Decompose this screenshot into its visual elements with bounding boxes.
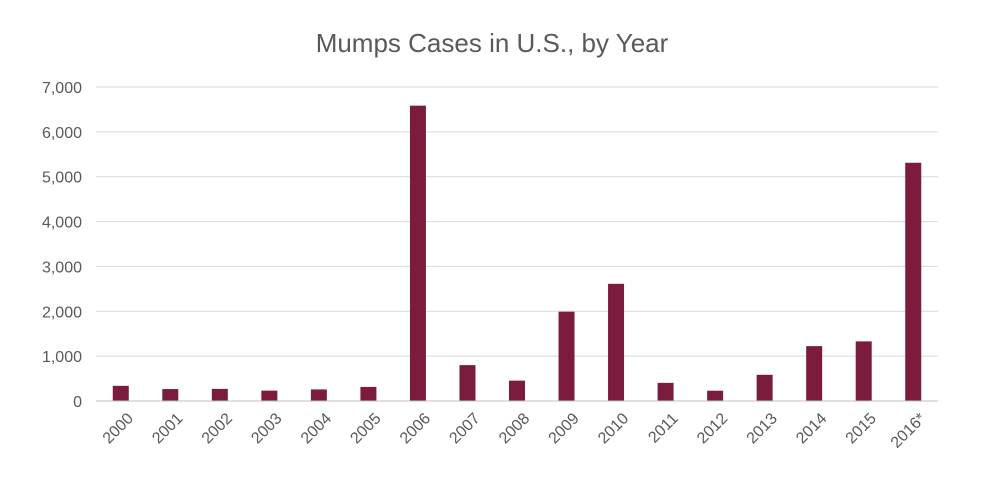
bar-2005 [360, 386, 377, 401]
x-tick-label: 2015 [843, 410, 880, 447]
x-tick-label: 2004 [298, 410, 335, 447]
bars [112, 105, 922, 401]
y-tick-label: 0 [73, 394, 82, 411]
x-tick-label: 2012 [694, 410, 731, 447]
x-tick-label: 2006 [397, 410, 434, 447]
bar-2011 [657, 382, 674, 401]
x-tick-label: 2008 [496, 410, 533, 447]
bar-2012 [707, 390, 724, 401]
chart-title: Mumps Cases in U.S., by Year [316, 28, 669, 58]
x-tick-label: 2000 [100, 410, 137, 447]
bar-2000 [112, 385, 129, 401]
y-tick-label: 1,000 [42, 349, 82, 366]
y-tick-label: 3,000 [42, 259, 82, 276]
y-tick-label: 4,000 [42, 215, 82, 232]
x-tick-label: 2005 [347, 410, 384, 447]
bar-2006 [409, 105, 426, 401]
x-tick-label: 2003 [248, 410, 285, 447]
bar-2009 [558, 311, 575, 401]
bar-2008 [509, 380, 525, 401]
x-tick-label: 2011 [645, 410, 681, 446]
y-tick-label: 6,000 [42, 125, 82, 142]
gridlines [96, 86, 938, 357]
bar-2016-star [905, 162, 922, 401]
x-tick-label: 2007 [446, 410, 483, 447]
x-tick-label: 2001 [149, 410, 186, 447]
x-tick-label: 2002 [199, 410, 236, 447]
x-tick-label: 2016* [888, 410, 930, 452]
bar-2002 [211, 388, 228, 401]
y-tick-label: 5,000 [42, 170, 82, 187]
bar-2003 [261, 390, 278, 401]
y-tick-label: 7,000 [42, 80, 82, 97]
x-tick-label: 2009 [546, 410, 583, 447]
bar-2001 [162, 389, 179, 401]
bar-2013 [756, 374, 773, 401]
x-tick-label: 2010 [595, 410, 632, 447]
x-tick-label: 2013 [744, 410, 781, 447]
y-axis-ticks: 0 1,000 2,000 3,000 4,000 5,000 6,000 7,000 [42, 80, 82, 411]
bar-2007 [459, 365, 476, 401]
bar-2010 [608, 283, 625, 401]
x-tick-label: 2014 [793, 410, 830, 447]
y-tick-label: 2,000 [42, 304, 82, 321]
bar-2015 [855, 341, 872, 401]
bar-2004 [310, 389, 327, 401]
x-axis-ticks: 2000 2001 2002 2003 2004 2005 2006 2007 2008 2009… [100, 410, 930, 452]
bar-2014 [806, 346, 823, 401]
